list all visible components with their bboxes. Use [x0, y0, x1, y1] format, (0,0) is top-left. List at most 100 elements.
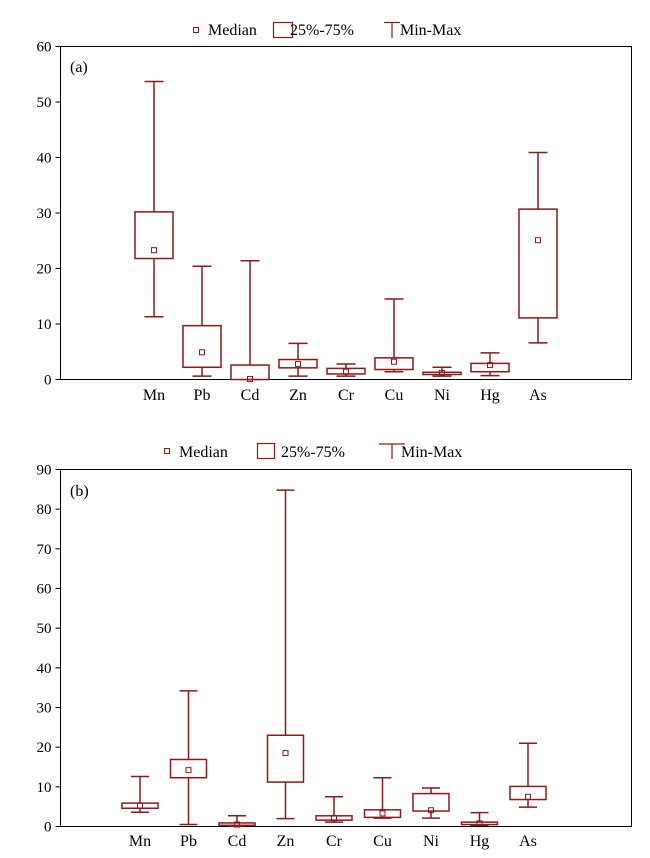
category-label: As — [519, 833, 537, 850]
box-as — [509, 742, 547, 808]
median-marker — [391, 358, 397, 365]
median-marker — [343, 368, 349, 375]
median-marker — [151, 247, 157, 254]
iqr-box — [374, 357, 414, 371]
legend-box-label: 25%-75% — [281, 444, 345, 461]
category-label: Cd — [228, 833, 247, 850]
median-marker — [487, 362, 493, 369]
iqr-box — [218, 822, 256, 827]
y-tick-label: 10 — [37, 317, 52, 333]
box-as — [518, 151, 558, 344]
iqr-box — [460, 821, 499, 826]
legend-median-label: Median — [179, 444, 228, 461]
box-hg — [470, 352, 510, 377]
box-cu — [374, 298, 414, 373]
category-label: As — [529, 387, 547, 404]
category-label: Mn — [129, 833, 151, 850]
box-pb — [169, 690, 208, 826]
iqr-box — [412, 792, 450, 812]
category-label: Pb — [180, 833, 197, 850]
median-marker — [331, 815, 337, 822]
y-tick-label: 20 — [37, 262, 52, 278]
legend-box-marker — [256, 442, 276, 460]
y-tick-label: 40 — [37, 661, 52, 677]
y-tick-label: 80 — [37, 502, 52, 518]
category-label: Cr — [338, 387, 355, 404]
iqr-box — [315, 815, 353, 821]
category-label: Pb — [194, 387, 211, 404]
y-tick-label: 90 — [37, 463, 52, 479]
y-tick-label: 70 — [37, 542, 52, 558]
box-zn — [278, 342, 318, 377]
median-marker — [185, 767, 192, 774]
legend-median-marker — [193, 27, 199, 33]
category-label: Cu — [373, 833, 392, 850]
iqr-box — [422, 371, 462, 376]
y-tick-label: 10 — [37, 780, 52, 796]
legend-a: Median 25%-75% Min-Max — [193, 21, 461, 39]
y-tick-label: 30 — [37, 206, 52, 222]
category-label: Ni — [423, 833, 440, 850]
median-marker — [199, 349, 205, 356]
legend-b: Median 25%-75% Min-Max — [164, 442, 462, 461]
legend-median-label: Median — [208, 22, 257, 39]
box-zn — [266, 489, 305, 820]
iqr-box — [266, 734, 305, 783]
plot-frame — [60, 469, 632, 827]
legend-whisker-label: Min-Max — [400, 22, 461, 39]
y-tick-label: 50 — [37, 95, 52, 111]
panel-b: (b) 0 10 20 30 40 50 60 70 80 90 Mn Pb Cd Zn Cr Cu Ni Hg A… — [37, 463, 632, 850]
median-marker — [525, 793, 531, 800]
iqr-box — [169, 758, 208, 779]
box-hg — [460, 811, 499, 827]
category-label: Cd — [241, 387, 260, 404]
y-tick-label: 30 — [37, 701, 52, 717]
y-tick-label: 60 — [37, 40, 52, 56]
median-marker — [379, 810, 386, 817]
category-label: Zn — [289, 387, 307, 404]
median-marker — [137, 802, 143, 809]
median-marker — [247, 375, 253, 382]
panel-a: (a) 0 10 20 30 40 50 60 Mn Pb Cd Zn Cr Cu Ni Hg As — [37, 40, 632, 404]
box-ni — [422, 366, 462, 377]
median-marker — [295, 360, 301, 367]
y-tick-label: 0 — [44, 820, 52, 836]
y-tick-label: 0 — [44, 373, 52, 389]
category-label: Hg — [480, 387, 500, 404]
y-tick-label: 60 — [37, 582, 52, 598]
y-tick-label: 20 — [37, 740, 52, 756]
y-tick-label: 50 — [37, 621, 52, 637]
legend-whisker-marker — [379, 443, 405, 459]
category-label: Mn — [143, 387, 165, 404]
box-ni — [412, 787, 450, 819]
category-label: Hg — [470, 833, 490, 850]
category-label: Cr — [326, 833, 343, 850]
iqr-box — [509, 785, 547, 801]
box-cr — [326, 363, 366, 377]
legend-box-marker — [272, 21, 294, 39]
panel-label: (a) — [70, 59, 88, 76]
box-cr — [315, 796, 353, 823]
y-tick-label: 40 — [37, 151, 52, 167]
iqr-box — [134, 211, 174, 260]
box-cu — [363, 776, 402, 819]
box-mn — [134, 80, 174, 318]
legend-box-label: 25%-75% — [290, 22, 354, 39]
median-marker — [234, 821, 240, 828]
legend-median-marker — [164, 448, 170, 454]
box-mn — [121, 775, 159, 813]
legend-whisker-label: Min-Max — [401, 444, 462, 461]
panel-label: (b) — [70, 483, 89, 500]
box-cd — [230, 259, 270, 382]
iqr-box — [230, 364, 270, 381]
category-label: Zn — [277, 833, 295, 850]
iqr-box — [182, 324, 222, 369]
median-marker — [476, 820, 483, 827]
iqr-box — [518, 208, 558, 319]
median-marker — [439, 369, 445, 376]
box-cd — [218, 815, 256, 828]
median-marker — [282, 750, 289, 757]
median-marker — [428, 807, 434, 814]
category-label: Ni — [434, 387, 451, 404]
